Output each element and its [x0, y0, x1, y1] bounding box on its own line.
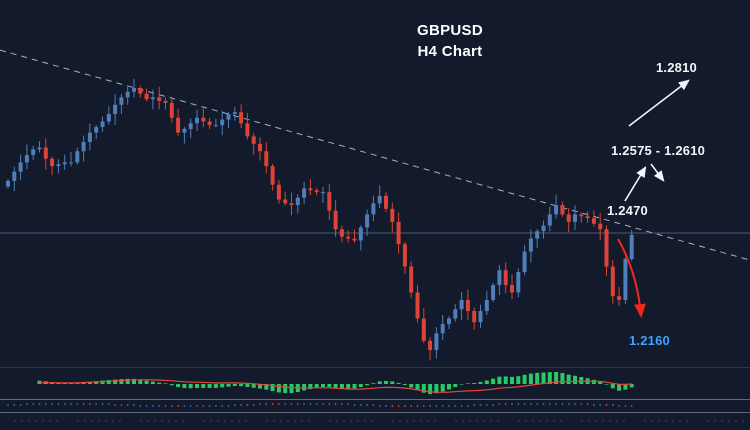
descending-trendline	[0, 49, 750, 261]
chart-title-block: GBPUSD H4 Chart	[393, 20, 507, 62]
projection-arrows	[617, 79, 690, 318]
price-label-upside-target: 1.2810	[656, 60, 697, 75]
price-label-resistance-zone: 1.2575 - 1.2610	[611, 143, 706, 158]
panel-separators	[0, 367, 750, 413]
symbol-title: GBPUSD	[417, 22, 483, 39]
candlestick-series	[6, 78, 634, 361]
dotted-indicator-line	[7, 403, 633, 407]
price-label-downside-target: 1.2160	[629, 333, 670, 348]
dotted-baseline	[14, 420, 744, 422]
macd-signal-line	[39, 379, 632, 393]
price-label-current-level: 1.2470	[607, 203, 648, 218]
timeframe-subtitle: H4 Chart	[417, 43, 483, 60]
